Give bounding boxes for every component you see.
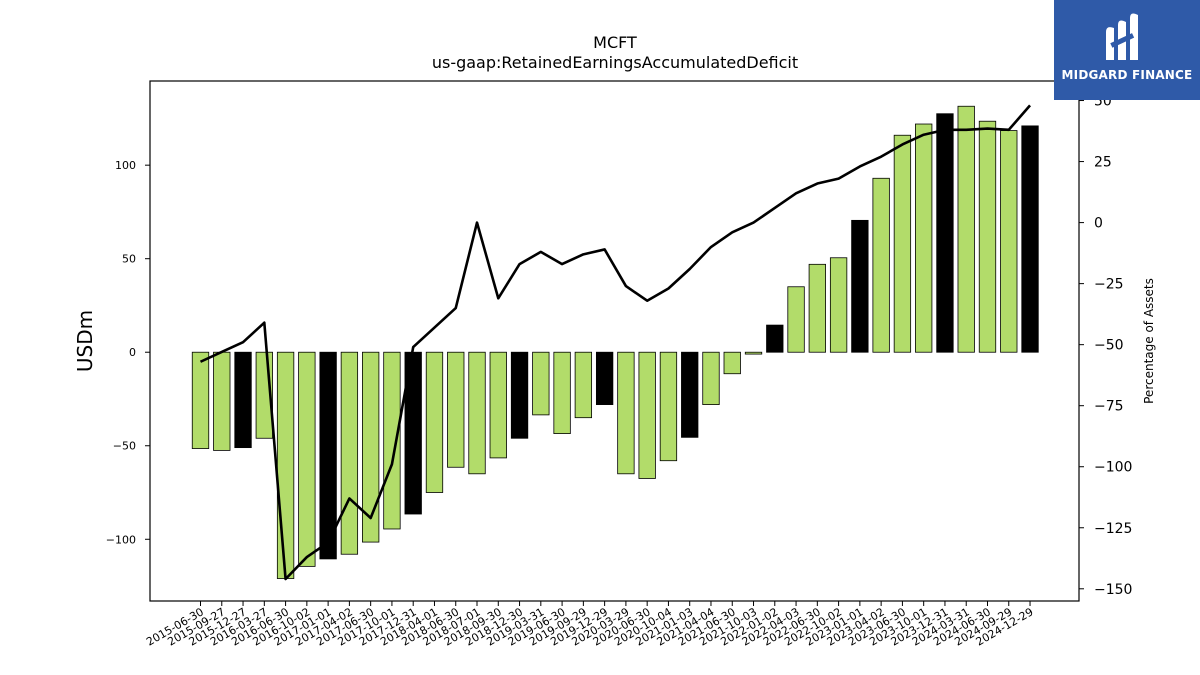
y2-tick-label: −50: [1094, 338, 1124, 354]
bar-2024-06-30: [978, 120, 997, 353]
y-axis-label: USDm: [73, 310, 97, 372]
bar-2020-03-29: [617, 351, 635, 475]
bar-2015-12-27: [234, 351, 252, 449]
bar-2017-10-01: [383, 351, 401, 530]
bar-2021-10-03: [744, 351, 763, 355]
bar-2018-04-01: [425, 351, 444, 493]
bar-2019-03-31: [532, 351, 550, 416]
y-tick-label: 100: [115, 159, 136, 172]
y2-tick-label: 25: [1094, 155, 1112, 171]
y2-axis-label: Percentage of Assets: [1142, 278, 1156, 404]
bar-2023-06-30: [893, 134, 912, 353]
bar-2024-03-31: [957, 105, 975, 353]
bar-2020-06-30: [638, 351, 656, 479]
brand-logo-text: MIDGARD FINANCE: [1061, 68, 1193, 82]
bar-2018-12-30: [510, 351, 529, 439]
bar-2017-06-30: [362, 351, 380, 543]
bar-2017-01-01: [319, 351, 337, 560]
y-tick-label: 0: [129, 346, 136, 359]
brand-logo: MIDGARD FINANCE: [1054, 0, 1200, 100]
bar-2018-09-30: [489, 351, 507, 459]
bar-2020-10-04: [659, 351, 678, 462]
x-axis-ticks: 2015-06-302015-09-272015-12-272016-03-27…: [144, 601, 1036, 649]
percentage-line-series: [199, 104, 1032, 581]
y2-tick-label: −125: [1094, 521, 1132, 537]
bar-2023-12-31: [936, 113, 954, 353]
plot-frame: [149, 80, 1080, 602]
bar-2022-01-02: [766, 324, 784, 353]
y2-tick-label: 0: [1094, 216, 1103, 232]
bar-2021-01-03: [681, 351, 699, 438]
left-axis-ticks: −100 −50 0 50 100: [106, 159, 150, 546]
bar-2016-10-02: [298, 351, 316, 567]
bar-2024-12-29: [1021, 125, 1039, 353]
chart-subtitle: us-gaap:RetainedEarningsAccumulatedDefic…: [432, 53, 798, 72]
bar-2015-06-30: [191, 351, 210, 449]
bar-2017-04-02: [340, 351, 359, 555]
y2-tick-label: −25: [1094, 277, 1124, 293]
bar-2018-07-01: [468, 351, 486, 475]
bar-2019-09-29: [574, 351, 593, 419]
bar-2022-04-03: [787, 286, 805, 353]
y2-tick-label: −75: [1094, 399, 1124, 415]
bar-2024-09-29: [1000, 130, 1018, 353]
bar-2015-09-27: [213, 351, 231, 451]
y-tick-label: 50: [122, 253, 136, 266]
y-tick-label: −100: [106, 533, 136, 546]
bar-2018-06-30: [447, 351, 465, 468]
bar-2023-04-02: [872, 177, 890, 353]
bar-2016-06-30: [276, 351, 295, 579]
bar-2022-06-30: [808, 263, 826, 353]
y-tick-label: −50: [113, 440, 136, 453]
bar-series: [191, 105, 1039, 579]
brand-mark-icon: [1106, 13, 1138, 61]
chart-title: MCFT: [593, 33, 637, 52]
bar-2022-10-02: [829, 257, 848, 353]
bar-2021-04-04: [702, 351, 720, 405]
percentage-of-assets-line: [199, 104, 1032, 581]
bar-2019-06-30: [553, 351, 571, 434]
y2-tick-label: −100: [1094, 460, 1132, 476]
bar-2023-01-01: [851, 219, 869, 353]
bar-2021-06-30: [723, 351, 741, 375]
bar-2019-12-29: [595, 351, 614, 405]
bar-2023-10-01: [915, 123, 933, 353]
y2-tick-label: −150: [1094, 582, 1132, 598]
